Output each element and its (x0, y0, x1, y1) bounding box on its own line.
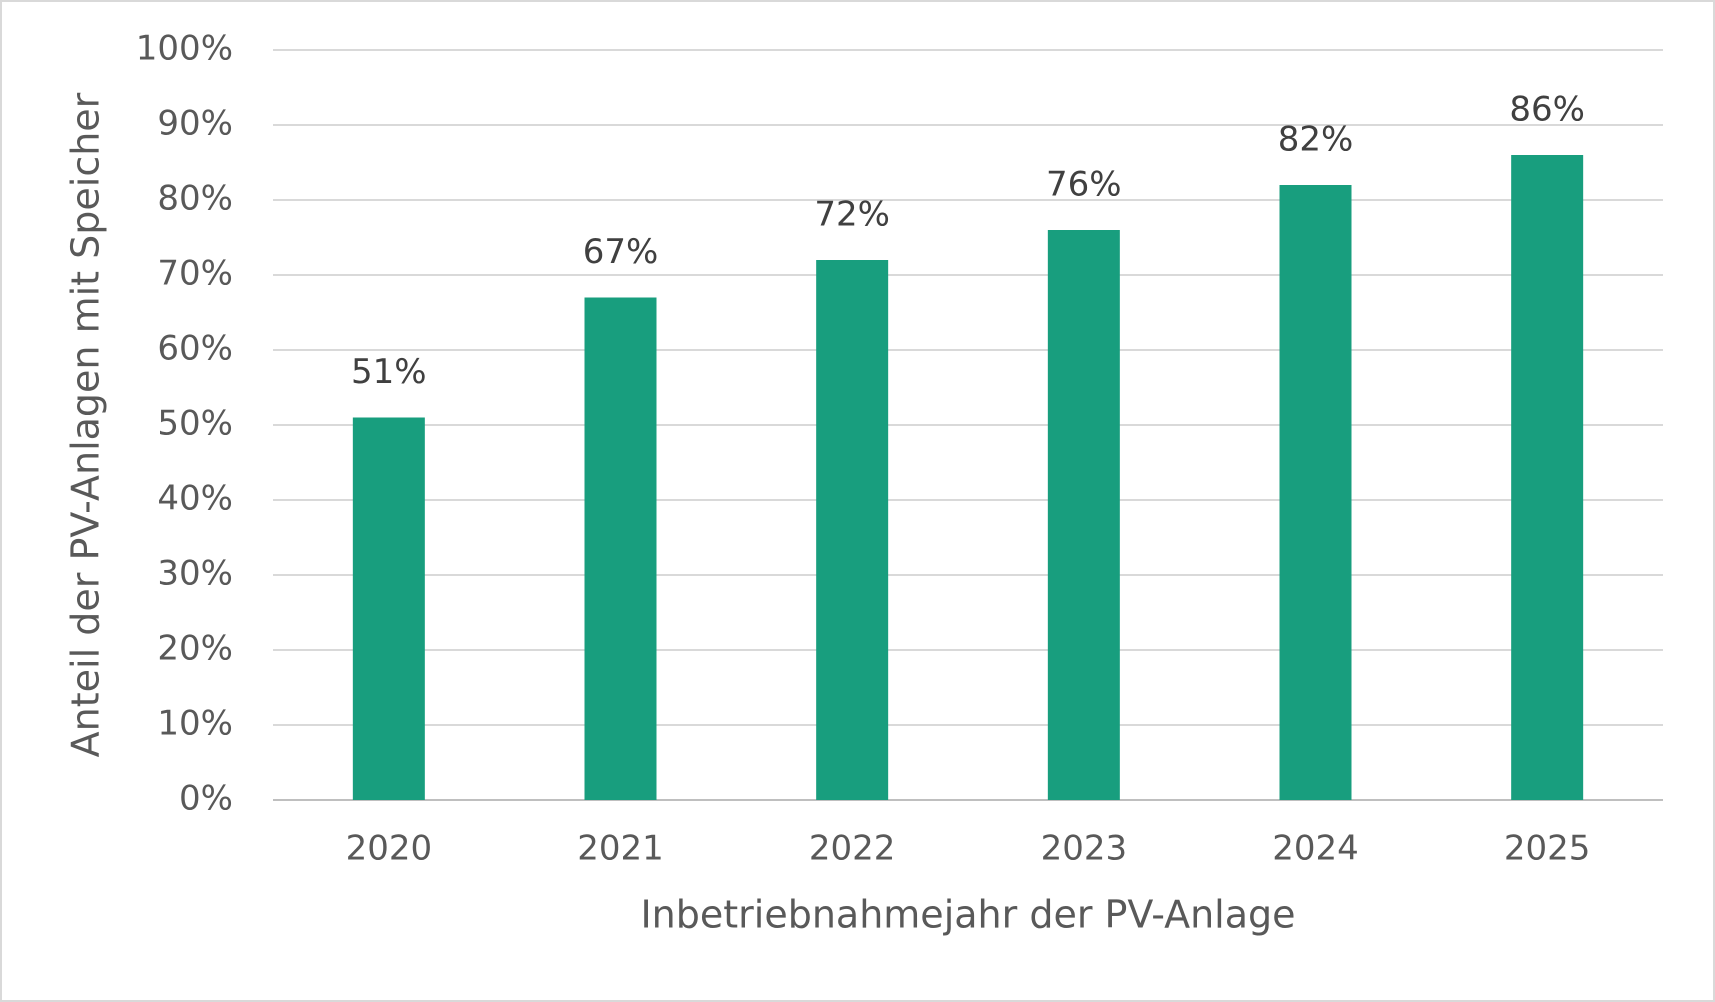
x-tick-label: 2020 (346, 829, 433, 869)
bar (816, 260, 889, 800)
value-label: 82% (1278, 120, 1354, 160)
y-tick-label: 90% (157, 104, 233, 144)
x-tick-label: 2025 (1504, 829, 1591, 869)
y-tick-label: 100% (136, 29, 233, 69)
bar (1047, 230, 1120, 800)
y-tick-label: 40% (157, 479, 233, 519)
y-tick-label: 10% (157, 704, 233, 744)
y-tick-label: 70% (157, 254, 233, 294)
x-axis-title: Inbetriebnahmejahr der PV-Anlage (640, 893, 1295, 937)
x-tick-label: 2021 (577, 829, 664, 869)
bar (584, 297, 657, 800)
y-axis-title: Anteil der PV-Anlagen mit Speicher (64, 92, 108, 757)
value-label: 72% (814, 195, 890, 235)
value-label: 76% (1046, 165, 1122, 205)
value-label: 86% (1509, 90, 1585, 130)
y-tick-label: 80% (157, 179, 233, 219)
y-tick-label: 0% (179, 779, 233, 819)
value-label: 51% (351, 352, 427, 392)
y-tick-label: 60% (157, 329, 233, 369)
bar (352, 417, 425, 800)
x-tick-label: 2023 (1041, 829, 1128, 869)
value-label: 67% (583, 232, 659, 272)
bar (1511, 155, 1584, 800)
y-tick-label: 20% (157, 629, 233, 669)
y-tick-label: 30% (157, 554, 233, 594)
y-tick-label: 50% (157, 404, 233, 444)
x-tick-label: 2024 (1272, 829, 1359, 869)
x-tick-label: 2022 (809, 829, 896, 869)
bar (1279, 185, 1352, 800)
